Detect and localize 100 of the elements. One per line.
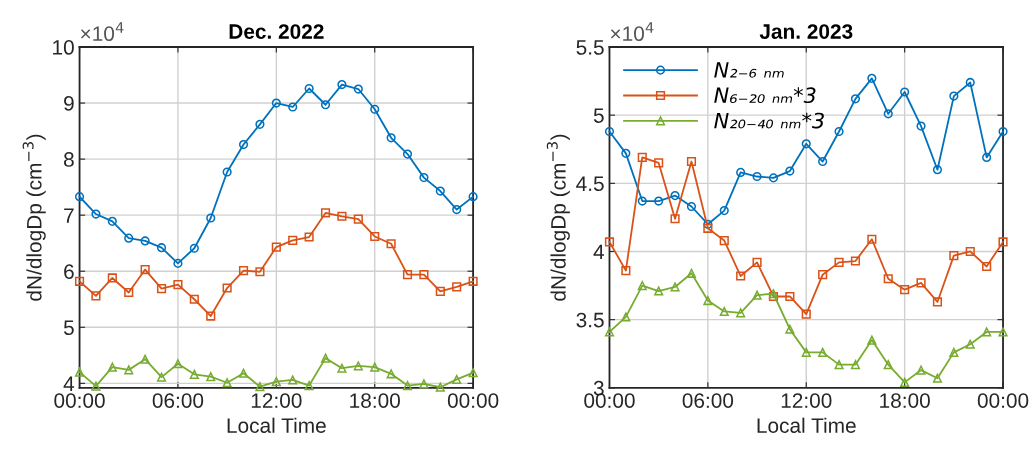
x-tick-label: 00:00: [977, 393, 1029, 408]
point: [982, 152, 992, 163]
point: [288, 102, 298, 112]
point: [370, 231, 380, 242]
text: ×10$^{4}$: [610, 22, 654, 42]
point: [222, 283, 232, 293]
point: [621, 148, 631, 158]
y-tick-label: 4.5: [576, 176, 604, 192]
y-axis-title: dN/dlogDp (cm$^{−3}$): [546, 134, 570, 301]
point: [124, 365, 134, 375]
x-tick-label: 00:00: [447, 393, 499, 408]
point: [785, 166, 795, 176]
point: [337, 363, 347, 373]
point: [621, 312, 631, 322]
point: [818, 156, 828, 167]
legend-label: N₂₋₆ ₙₘ: [714, 62, 784, 78]
point: [703, 219, 713, 229]
x-axis-title: Local Time: [757, 417, 856, 433]
point: [621, 265, 631, 276]
point: [419, 379, 429, 389]
point: [107, 216, 117, 226]
point: [271, 377, 281, 387]
x-tick-label: 18:00: [350, 393, 400, 408]
point: [686, 201, 697, 212]
point: [785, 324, 795, 334]
point: [883, 274, 893, 284]
point: [637, 152, 647, 163]
point: [637, 280, 647, 291]
point: [140, 236, 150, 246]
point: [719, 306, 729, 317]
point: [402, 380, 413, 391]
point: [998, 327, 1008, 337]
point: [834, 257, 844, 267]
point: [320, 353, 331, 363]
y-tick-label: 4: [63, 376, 75, 391]
y-tick-label: 3.5: [576, 312, 604, 328]
point: [419, 173, 429, 183]
point: [949, 250, 959, 261]
point: [834, 360, 844, 370]
point: [604, 237, 615, 247]
point: [206, 372, 216, 382]
point: [238, 266, 249, 276]
point: [998, 126, 1008, 137]
point: [271, 242, 281, 252]
y-tick-label: 10: [53, 40, 74, 55]
point: [916, 365, 926, 375]
point: [703, 223, 713, 233]
point: [206, 311, 216, 321]
legend-label: N₂₀₋₄₀ ₙₘ*3: [714, 112, 824, 129]
point: [74, 276, 85, 286]
point: [468, 192, 478, 202]
point: [386, 133, 396, 143]
point: [949, 347, 959, 357]
point: [320, 208, 331, 218]
point: [255, 119, 265, 129]
point: [222, 167, 232, 177]
point: [189, 294, 199, 304]
point: [74, 192, 85, 202]
point: [435, 186, 445, 196]
x-tick-label: 18:00: [880, 393, 930, 408]
point: [124, 233, 134, 243]
point: [288, 375, 298, 385]
point: [74, 367, 85, 377]
point: [124, 287, 134, 298]
point: [452, 204, 462, 215]
chart-title: Jan. 2023: [759, 24, 853, 39]
point: [604, 327, 615, 337]
point: [189, 243, 199, 253]
point: [850, 94, 861, 104]
x-axis-title: Local Time: [227, 417, 326, 433]
point: [91, 209, 101, 219]
point: [222, 378, 232, 388]
text: ×10$^{4}$: [80, 22, 124, 42]
point: [402, 149, 413, 159]
point: [304, 232, 314, 242]
legend-label: N₆₋₂₀ ₙₘ*3: [714, 87, 816, 104]
point: [386, 369, 396, 379]
chart-title: Dec. 2022: [229, 24, 324, 39]
y-tick-label: 9: [64, 96, 74, 111]
point: [965, 77, 975, 88]
point: [900, 285, 910, 295]
point: [916, 278, 926, 288]
point: [736, 308, 746, 318]
point: [173, 258, 183, 268]
point: [768, 173, 779, 183]
point: [156, 284, 167, 294]
point: [468, 368, 478, 378]
point: [654, 196, 664, 206]
point: [337, 79, 347, 90]
point: [932, 165, 943, 175]
point: [654, 286, 664, 296]
point: [982, 261, 992, 272]
point: [686, 268, 697, 278]
point: [883, 109, 893, 119]
point: [818, 347, 828, 357]
point: [736, 271, 746, 281]
point: [867, 234, 877, 244]
point: [752, 171, 762, 182]
point: [337, 211, 347, 221]
point: [965, 246, 975, 257]
